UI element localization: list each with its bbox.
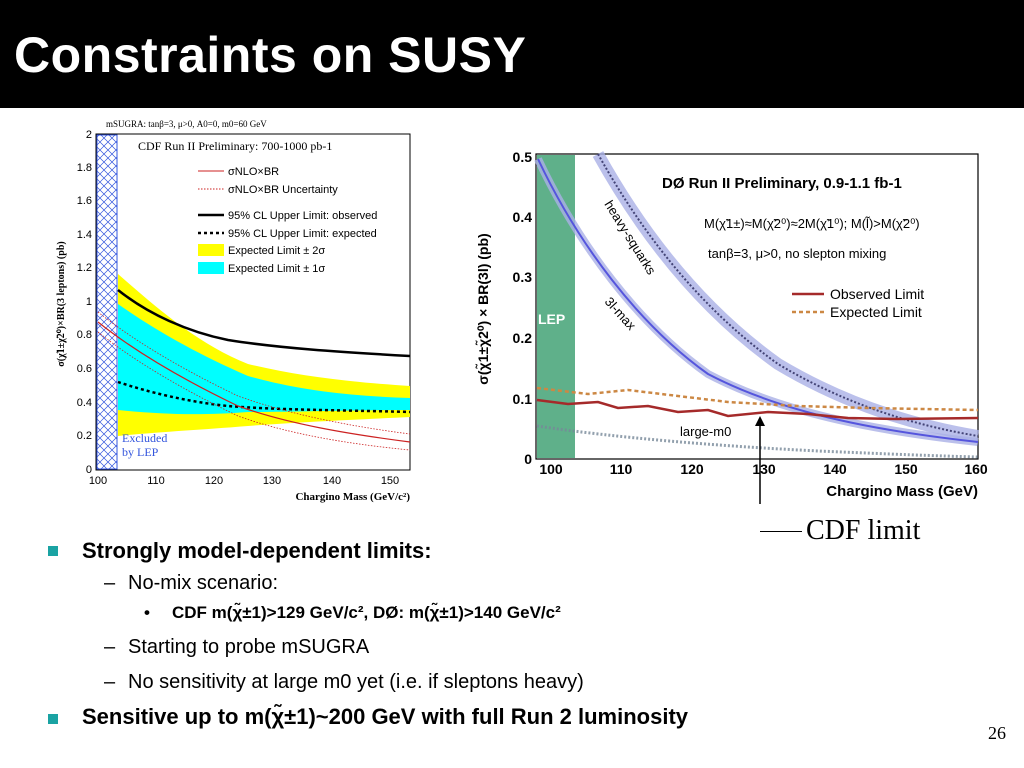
cdf-xtick: 150 <box>381 475 399 487</box>
page-number: 26 <box>988 723 1006 743</box>
d0-xtick: 100 <box>539 461 563 477</box>
d0-title: DØ Run II Preliminary, 0.9-1.1 fb-1 <box>662 175 902 192</box>
d0-plot: LEP 0 0.1 0.2 0.3 0.4 0.5 100 110 120 13… <box>468 144 1000 504</box>
cdf-xtick: 100 <box>89 475 107 487</box>
d0-largem0-line <box>536 424 979 459</box>
cdf-excluded-label-2: by LEP <box>122 445 159 459</box>
d0-expected-line <box>536 386 979 412</box>
d0-ytick: 0.5 <box>513 149 533 165</box>
cdf-theory-line <box>97 321 411 443</box>
cdf-ytick: 0.4 <box>77 397 92 409</box>
cdf-ytick: 1.8 <box>77 162 92 174</box>
cdf-ytick: 2 <box>86 129 92 141</box>
cdf-ytick: 0.2 <box>77 430 92 442</box>
cdf-observed-line <box>117 289 411 358</box>
d0-xlabel: Chargino Mass (GeV) <box>826 483 978 500</box>
cdf-legend-item: 95% CL Upper Limit: expected <box>228 228 377 240</box>
cdf-ylabel: σ(χ̃1±χ̃2⁰)×BR(3 leptons) (pb) <box>56 241 67 366</box>
cdf-legend-item: 95% CL Upper Limit: observed <box>228 210 377 222</box>
cdf-legend: σNLO×BR σNLO×BR Uncertainty 95% CL Upper… <box>198 166 377 275</box>
d0-xtick: 120 <box>680 461 704 477</box>
cdf-limit-label: CDF limit <box>806 515 921 546</box>
d0-xtick: 130 <box>752 461 776 477</box>
d0-xtick: 150 <box>894 461 918 477</box>
d0-xtick: 110 <box>610 461 633 477</box>
cdf-plot: mSUGRA: tanβ=3, μ>0, A0=0, m0=60 GeV 0 0… <box>48 114 420 506</box>
d0-ytick: 0.2 <box>513 330 533 346</box>
slide-title: Constraints on SUSY <box>14 27 527 83</box>
dash-marker: – <box>104 671 116 693</box>
title-bar <box>0 0 1024 108</box>
bullet-1-sub-2: Starting to probe mSUGRA <box>128 636 370 658</box>
cdf-limit-connector <box>760 531 802 532</box>
bullet-1-sub-3: No sensitivity at large m0 yet (i.e. if … <box>128 671 584 693</box>
d0-xtick: 140 <box>823 461 847 477</box>
d0-lep-band <box>537 155 575 458</box>
cdf-header: mSUGRA: tanβ=3, μ>0, A0=0, m0=60 GeV <box>106 119 267 129</box>
cdf-xtick: 130 <box>263 475 281 487</box>
d0-condition-2: tanβ=3, μ>0, no slepton mixing <box>708 246 886 261</box>
d0-xtick: 160 <box>964 461 988 477</box>
cdf-xlabel: Chargino Mass (GeV/c²) <box>295 491 410 503</box>
bullet-1: Strongly model-dependent limits: <box>82 538 432 563</box>
d0-ytick: 0.3 <box>513 269 533 285</box>
cdf-ytick: 0 <box>86 464 92 476</box>
cdf-xtick: 110 <box>147 475 165 487</box>
cdf-ytick: 0.6 <box>77 363 92 375</box>
bullet-marker <box>48 546 58 556</box>
cdf-ytick: 1 <box>86 296 92 308</box>
cdf-inner-title: CDF Run II Preliminary: 700-1000 pb-1 <box>138 139 332 153</box>
dash-marker: – <box>104 636 116 658</box>
d0-label-largem0: large-m0 <box>680 424 731 439</box>
cdf-ytick: 1.6 <box>77 195 92 207</box>
cdf-expected-line <box>117 380 411 414</box>
d0-ytick: 0 <box>524 451 532 467</box>
cdf-legend-item: Expected Limit ± 2σ <box>228 245 325 257</box>
cdf-ytick: 1.2 <box>77 262 92 274</box>
cdf-1sigma-band <box>118 304 410 415</box>
dot-marker: • <box>144 603 150 622</box>
cdf-legend-item: Expected Limit ± 1σ <box>228 263 325 275</box>
bullet-1-sub-1-item: CDF m(χ̃±1)>129 GeV/c², DØ: m(χ̃±1)>140 … <box>172 603 561 622</box>
cdf-xtick: 140 <box>323 475 341 487</box>
d0-y-ticks: 0 0.1 0.2 0.3 0.4 0.5 <box>513 149 533 467</box>
cdf-excluded-label-1: Excluded <box>122 431 167 445</box>
d0-observed-line <box>536 398 979 421</box>
cdf-legend-item: σNLO×BR <box>228 166 279 178</box>
d0-lep-label: LEP <box>538 311 565 327</box>
cdf-ytick: 0.8 <box>77 329 92 341</box>
d0-legend: Observed Limit Expected Limit <box>792 286 924 320</box>
bullet-2: Sensitive up to m(χ̃±1)~200 GeV with ful… <box>82 704 689 729</box>
d0-frame <box>535 153 979 460</box>
cdf-y-ticks: 0 0.2 0.4 0.6 0.8 1 1.2 1.4 1.6 1.8 2 <box>77 129 92 476</box>
bullet-marker <box>48 714 58 724</box>
cdf-frame <box>95 133 411 471</box>
d0-ytick: 0.4 <box>513 209 533 225</box>
cdf-legend-item: σNLO×BR Uncertainty <box>228 184 338 196</box>
d0-ytick: 0.1 <box>513 391 533 407</box>
cdf-ytick: 1.4 <box>77 229 92 241</box>
cdf-x-ticks: 100 110 120 130 140 150 <box>89 475 399 487</box>
d0-heavy-squarks-line <box>597 153 979 437</box>
cdf-xtick: 120 <box>205 475 223 487</box>
dash-marker: – <box>104 572 116 594</box>
cdf-lep-excluded <box>96 134 118 470</box>
d0-cdf-arrowhead <box>755 416 765 426</box>
d0-x-ticks: 100 110 120 130 140 150 160 <box>539 461 988 477</box>
bullet-1-sub-1: No-mix scenario: <box>128 572 279 594</box>
d0-legend-observed: Observed Limit <box>830 286 924 302</box>
d0-3lmax-line <box>537 158 979 443</box>
d0-condition-1: M(χ̃1±)≈M(χ̃2⁰)≈2M(χ̃1⁰); M(l̃)>M(χ̃2⁰) <box>704 216 920 231</box>
d0-legend-expected: Expected Limit <box>830 304 922 320</box>
d0-ylabel: σ(χ̃1±χ̃2⁰) × BR(3l) (pb) <box>474 233 491 384</box>
